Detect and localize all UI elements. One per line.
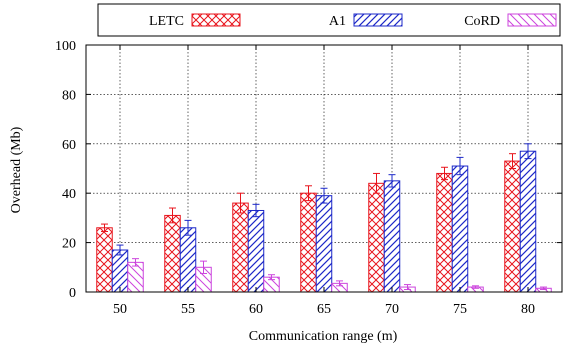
bar-a1 — [179, 227, 197, 293]
bar-a1 — [519, 150, 537, 293]
y-tick-label: 60 — [62, 138, 76, 153]
y-axis-title: Overhead (Mb) — [9, 126, 24, 213]
y-tick-label: 0 — [69, 286, 76, 301]
legend-swatch-letc — [191, 13, 241, 27]
legend-label-cord: CoRD — [464, 14, 500, 29]
bars — [96, 143, 552, 293]
legend-label-a1: A1 — [329, 14, 346, 29]
bar-letc — [300, 192, 317, 293]
bar-letc — [368, 182, 385, 293]
legend-swatch-cord — [507, 13, 557, 27]
bar-letc — [436, 172, 453, 293]
bar-a1 — [451, 165, 469, 293]
x-tick-label: 65 — [317, 302, 331, 317]
bar-letc — [504, 160, 521, 293]
bar-letc — [232, 202, 249, 293]
legend-box — [97, 3, 561, 37]
x-tick-label: 60 — [249, 302, 263, 317]
x-axis-title: Communication range (m) — [249, 329, 398, 344]
x-tick-label: 75 — [453, 302, 467, 317]
legend: LETC A1 CoRD — [97, 3, 561, 37]
x-axis: 50 55 60 65 70 75 80 — [113, 45, 535, 317]
bar-letc — [96, 227, 113, 293]
y-tick-label: 80 — [62, 88, 76, 103]
y-tick-label: 20 — [62, 237, 76, 252]
x-tick-label: 70 — [385, 302, 399, 317]
x-tick-label: 80 — [521, 302, 535, 317]
bar-a1 — [111, 249, 129, 293]
x-tick-label: 55 — [181, 302, 195, 317]
legend-label-letc: LETC — [149, 14, 184, 29]
bar-a1 — [315, 195, 333, 293]
y-axis: 0 20 40 60 80 100 — [55, 39, 562, 301]
bar-letc — [164, 214, 181, 293]
y-tick-label: 40 — [62, 187, 76, 202]
bar-a1 — [247, 209, 265, 293]
x-tick-label: 50 — [113, 302, 127, 317]
legend-swatch-a1 — [353, 13, 403, 27]
y-tick-label: 100 — [55, 39, 76, 54]
bar-cord — [127, 261, 144, 293]
bar-a1 — [383, 180, 401, 293]
